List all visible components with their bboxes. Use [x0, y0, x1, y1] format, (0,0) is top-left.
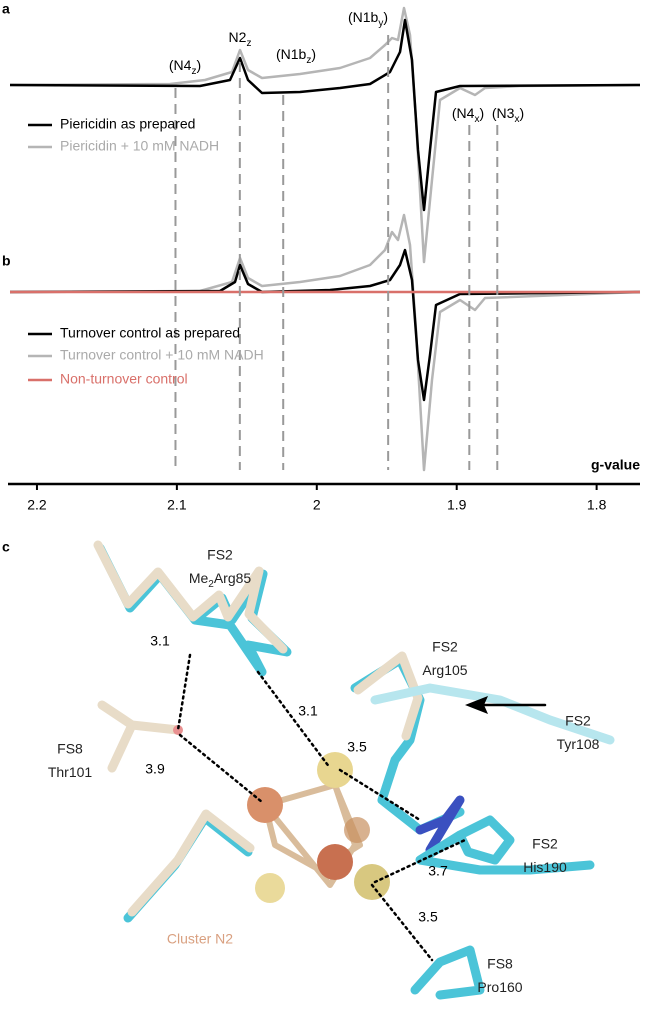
residue-label-part: Arg85 — [214, 570, 252, 586]
peak-label-main: (N1b — [276, 46, 307, 62]
residue-nitrogen — [415, 795, 465, 855]
atom-o — [173, 725, 183, 735]
residue-label: Me2Arg85 — [189, 570, 252, 590]
legend-label: Non-turnover control — [60, 371, 188, 387]
x-tick-label: 1.9 — [447, 497, 467, 513]
peak-label-close: ) — [196, 57, 201, 73]
s-atom — [255, 873, 285, 903]
contact — [338, 768, 422, 822]
residue-label: FS8 — [487, 956, 513, 972]
distance-label: 3.7 — [428, 863, 448, 879]
distance-label: 3.1 — [298, 703, 318, 719]
residue-label: FS8 — [57, 741, 83, 757]
spectra — [9, 6, 641, 472]
axis-title: g-value — [591, 457, 640, 473]
peak-label-main: (N3 — [492, 105, 515, 121]
residue-his190 — [415, 815, 595, 875]
peak-label-close: ) — [311, 46, 316, 62]
contact — [373, 838, 467, 884]
peak-label-sub: x — [474, 114, 479, 125]
peak-label: N2z — [229, 29, 252, 49]
peak-label: (N4z) — [169, 57, 201, 77]
spectrum-black-a — [9, 18, 641, 212]
residue-pro160 — [410, 945, 485, 1000]
residue-arg105-top — [353, 651, 423, 741]
contact — [176, 653, 192, 732]
peak-label-close: ) — [479, 105, 484, 121]
spectrum-grey-b — [9, 213, 641, 472]
distance-label: 3.9 — [145, 761, 165, 777]
residue-label-part: Thr101 — [48, 764, 93, 780]
peak-label: (N4x) — [452, 105, 484, 125]
residue-fs8-top — [127, 809, 255, 917]
peak-label-main: (N1b — [348, 9, 379, 25]
residue-arg85-top — [93, 540, 288, 654]
residue-label-part: Arg105 — [422, 662, 467, 678]
residue-label: FS2 — [207, 547, 233, 563]
residue-label: Cluster N2 — [167, 931, 233, 947]
s-atom — [354, 864, 390, 900]
residue-label: His190 — [523, 859, 567, 875]
peak-label: (N1bz) — [276, 46, 316, 66]
residue-label: FS2 — [565, 713, 591, 729]
panel-letter: a — [2, 1, 10, 17]
annotations: 2.2 2.1 2 1.9 1.8 g-value a b c Piericidin as pre… — [2, 1, 640, 995]
panel-letter: b — [2, 253, 11, 269]
peak-label-main: (N4 — [452, 105, 475, 121]
fe-atom — [317, 844, 353, 880]
x-tick-label: 1.8 — [587, 497, 607, 513]
spectrum-grey-a — [9, 6, 641, 264]
contact — [256, 670, 332, 770]
peak-label-sub: z — [191, 66, 196, 77]
peak-label-main: N2 — [229, 29, 247, 45]
s-atom — [344, 817, 370, 843]
x-tick-label: 2 — [313, 497, 321, 513]
peak-label-sub: x — [514, 114, 519, 125]
residue-label: Tyr108 — [557, 736, 600, 752]
distance-label: 3.5 — [418, 909, 438, 925]
x-tick-label: 2.2 — [27, 497, 47, 513]
residue-label-part: Me — [189, 570, 209, 586]
structure — [93, 540, 615, 1000]
peak-label: (N3x) — [492, 105, 524, 125]
peak-label: (N1by) — [348, 9, 388, 29]
peak-label-sub: z — [246, 38, 251, 49]
residue-label: Pro160 — [477, 979, 522, 995]
residue-label: FS2 — [532, 836, 558, 852]
residue-label-part: Pro160 — [477, 979, 522, 995]
fe-atom — [247, 787, 283, 823]
peak-label-main: (N4 — [169, 57, 192, 73]
legend-label: Turnover control + 10 mM NADH — [60, 347, 264, 363]
residue-label-sub: 2 — [208, 579, 214, 590]
residue-tyr108 — [370, 683, 615, 745]
peak-label-sub: y — [378, 18, 383, 29]
panel-letter: c — [2, 539, 10, 555]
distance-label: 3.1 — [150, 633, 170, 649]
spectrum-black-b — [9, 248, 641, 402]
distance-label: 3.5 — [347, 739, 367, 755]
legend-label: Piericidin + 10 mM NADH — [60, 138, 219, 154]
residue-label: Arg105 — [422, 662, 467, 678]
contacts — [176, 653, 467, 962]
residue-label: FS2 — [432, 639, 458, 655]
residue-label-part: His190 — [523, 859, 567, 875]
legend-label: Turnover control as prepared — [60, 325, 240, 341]
arrow-head — [465, 696, 488, 714]
contact — [370, 883, 434, 962]
contact — [178, 733, 264, 804]
residue-label-part: Tyr108 — [557, 736, 600, 752]
s-atom — [317, 752, 353, 788]
residue-thr101 — [97, 700, 183, 773]
x-tick-label: 2.1 — [167, 497, 187, 513]
residue-label: Thr101 — [48, 764, 93, 780]
peak-label-sub: z — [306, 55, 311, 66]
peak-label-close: ) — [519, 105, 524, 121]
legend-label: Piericidin as prepared — [60, 116, 195, 132]
peak-label-close: ) — [383, 9, 388, 25]
